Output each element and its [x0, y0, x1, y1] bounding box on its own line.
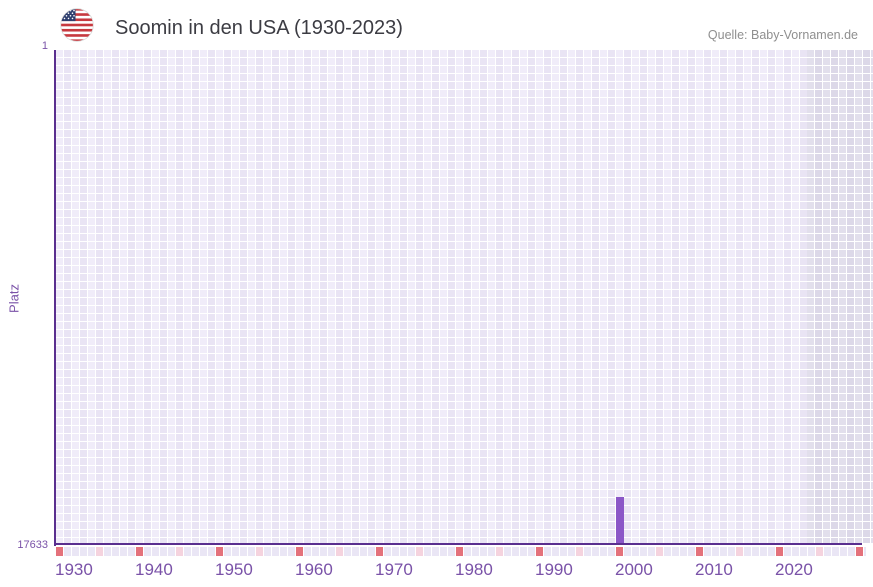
decade-marker-cell	[456, 547, 463, 556]
x-tick-label: 1960	[295, 560, 333, 579]
half-decade-marker-cell	[736, 547, 743, 556]
page-title: Soomin in den USA (1930-2023)	[115, 17, 403, 39]
x-tick-label: 2000	[615, 560, 653, 579]
decade-marker-cell	[136, 547, 143, 556]
x-axis-line	[54, 543, 862, 545]
half-decade-marker-cell	[816, 547, 823, 556]
decade-marker-cell	[696, 547, 703, 556]
decade-marker-cell	[216, 547, 223, 556]
rank-bar-2000[interactable]	[616, 497, 624, 543]
x-tick-label: 2010	[695, 560, 733, 579]
x-tick-label: 1930	[55, 560, 93, 579]
half-decade-marker-cell	[656, 547, 663, 556]
decade-marker-cell	[616, 547, 623, 556]
x-tick-label: 1950	[215, 560, 253, 579]
decade-marker-cell	[856, 547, 863, 556]
decade-marker-cell	[376, 547, 383, 556]
source-label: Quelle: Baby-Vornamen.de	[707, 28, 858, 42]
half-decade-marker-cell	[336, 547, 343, 556]
half-decade-marker-cell	[416, 547, 423, 556]
x-tick-label: 1980	[455, 560, 493, 579]
x-tick-label: 1970	[375, 560, 413, 579]
half-decade-marker-cell	[496, 547, 503, 556]
y-axis-bottom-label: 17633	[17, 539, 48, 551]
x-tick-label: 2020	[775, 560, 813, 579]
x-tick-label: 1990	[535, 560, 573, 579]
decade-marker-cell	[776, 547, 783, 556]
half-decade-marker-cell	[256, 547, 263, 556]
y-axis-top-label: 1	[41, 40, 48, 52]
plot-grid	[56, 50, 807, 543]
half-decade-marker-cell	[176, 547, 183, 556]
half-decade-marker-cell	[96, 547, 103, 556]
y-axis-title: Platz	[6, 284, 22, 313]
plot-grid-future-years	[807, 50, 873, 543]
x-tick-label: 1940	[135, 560, 173, 579]
half-decade-marker-cell	[576, 547, 583, 556]
decade-marker-cell	[56, 547, 63, 556]
us-flag-icon	[60, 8, 94, 42]
decade-marker-cell	[536, 547, 543, 556]
y-axis-line	[54, 50, 56, 546]
decade-marker-cell	[296, 547, 303, 556]
